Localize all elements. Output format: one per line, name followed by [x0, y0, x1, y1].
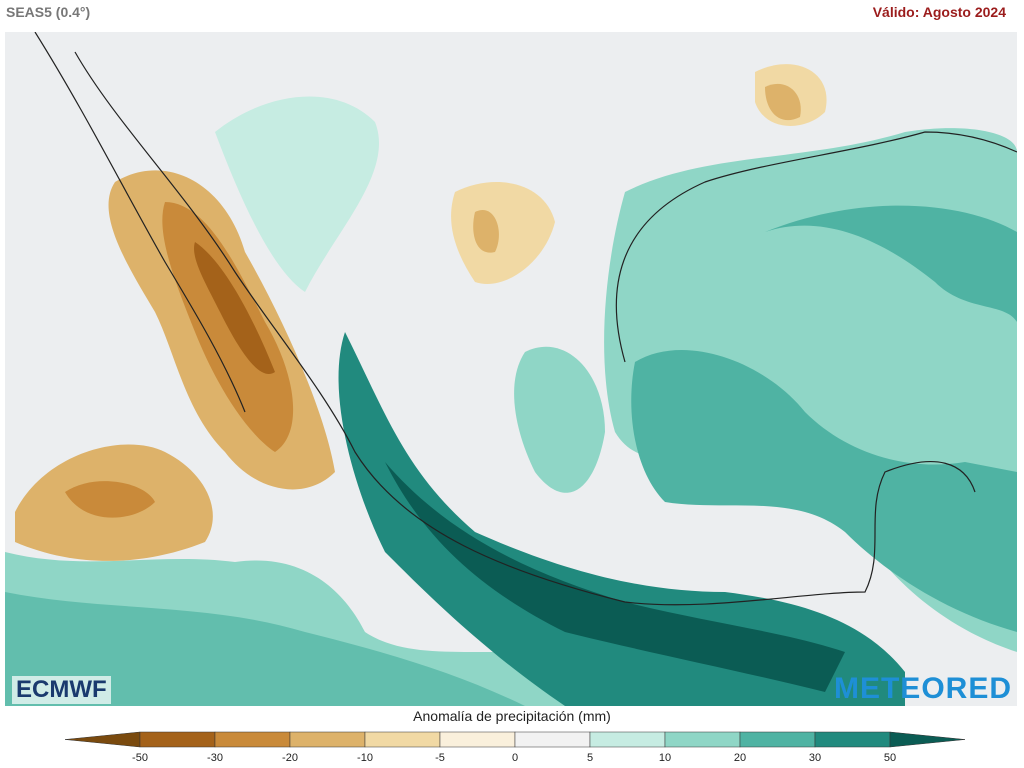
colorbar-tick-label: 0 — [512, 752, 518, 764]
valid-date: Válido: Agosto 2024 — [872, 4, 1006, 20]
ecmwf-logo: ECMWF — [12, 676, 111, 704]
colorbar-tick-label: 10 — [659, 752, 671, 764]
legend-title: Anomalía de precipitación (mm) — [413, 708, 611, 724]
colorbar-segment — [364, 731, 441, 748]
colorbar-segment — [739, 731, 816, 748]
colorbar-segment — [439, 731, 516, 748]
colorbar-end — [64, 731, 141, 748]
colorbar-segment — [289, 731, 366, 748]
map — [5, 32, 1017, 706]
colorbar-segment — [814, 731, 891, 748]
colorbar-tick-label: 30 — [809, 752, 821, 764]
colorbar-tick-label: -5 — [435, 752, 445, 764]
colorbar-segment — [589, 731, 666, 748]
colorbar-tick-label: 5 — [587, 752, 593, 764]
colorbar-tick-label: -20 — [282, 752, 298, 764]
colorbar-tick-label: -30 — [207, 752, 223, 764]
meteored-logo: METEORED — [833, 672, 1012, 705]
colorbar-tick-label: 50 — [884, 752, 896, 764]
colorbar-tick-label: 20 — [734, 752, 746, 764]
colorbar-tick-label: -10 — [357, 752, 373, 764]
colorbar: -50 -30 -20 -10 -5 0 5 10 20 30 50 — [64, 731, 966, 764]
colorbar-segment — [664, 731, 741, 748]
model-label: SEAS5 (0.4°) — [6, 4, 91, 20]
colorbar-segment — [214, 731, 291, 748]
colorbar-end — [889, 731, 966, 748]
colorbar-tick-label: -50 — [132, 752, 148, 764]
colorbar-segment — [139, 731, 216, 748]
colorbar-segment — [514, 731, 591, 748]
